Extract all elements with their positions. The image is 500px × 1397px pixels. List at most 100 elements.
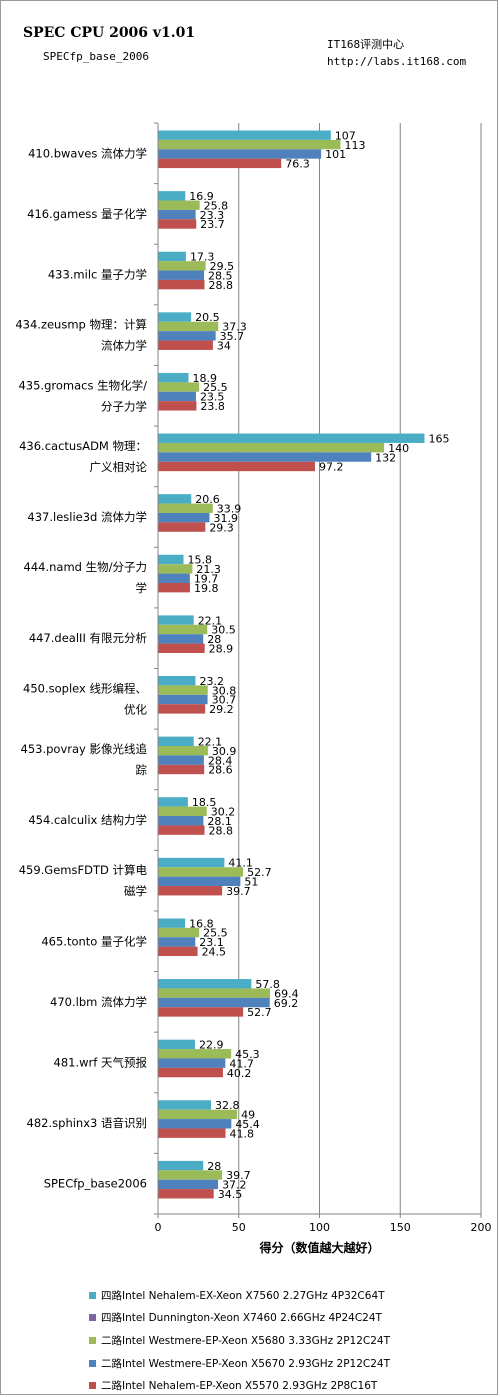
data-label: 28: [207, 1160, 221, 1173]
category-label: 优化: [124, 702, 147, 716]
data-label: 29.3: [209, 521, 234, 534]
category-label: 435.gromacs 生物化学/: [18, 378, 147, 392]
bar-1: [158, 979, 252, 989]
bar-1: [158, 191, 186, 201]
category-label: 433.milc 量子力学: [48, 268, 147, 282]
bar-4: [158, 876, 241, 887]
legend-swatch: [89, 1359, 96, 1367]
data-label: 21.3: [196, 563, 221, 576]
chart-subtitle: SPECfp_base_2006: [43, 50, 149, 63]
data-label: 97.2: [319, 461, 344, 474]
category-label: 450.soplex 线形编程、: [23, 681, 147, 695]
bar-4: [158, 997, 270, 1008]
data-label: 45.3: [235, 1048, 259, 1061]
data-label: 30.7: [212, 694, 237, 707]
bar-5: [158, 158, 282, 169]
data-label: 39.7: [226, 1169, 251, 1182]
category-label: 465.tonto 量子化学: [41, 934, 147, 948]
bar-3: [158, 200, 200, 210]
bar-1: [158, 1039, 195, 1050]
data-label: 132: [375, 451, 396, 464]
bar-3: [158, 927, 200, 938]
category-label: 分子力学: [101, 399, 147, 413]
data-label: 28.6: [208, 764, 233, 777]
bar-3: [158, 746, 208, 756]
category-label: 434.zeusmp 物理：计算: [15, 318, 147, 332]
category-label: 踪: [136, 763, 148, 777]
bar-5: [158, 1128, 226, 1138]
bar-1: [158, 1100, 211, 1110]
bar-4: [158, 694, 208, 705]
data-label: 51: [244, 876, 258, 889]
category-label: 447.dealII 有限元分析: [29, 631, 147, 645]
bar-3: [158, 685, 208, 695]
legend-label: 四路Intel Nehalem-EX-Xeon X7560 2.27GHz 4P…: [101, 1289, 385, 1302]
legend-swatch: [89, 1291, 96, 1299]
legend-item: 二路Intel Nehalem-EP-Xeon X5570 2.93GHz 2P…: [89, 1374, 390, 1397]
category-label: 流体力学: [101, 339, 147, 353]
bar-3: [158, 442, 385, 453]
bar-1: [158, 494, 192, 504]
data-label: 22.1: [198, 736, 223, 749]
x-tick-label: 100: [309, 1221, 330, 1234]
bar-4: [158, 937, 196, 947]
data-label: 20.6: [195, 493, 220, 506]
bar-4: [158, 816, 204, 826]
category-label: SPECfp_base2006: [44, 1177, 147, 1191]
data-label: 25.5: [203, 927, 228, 940]
bar-4: [158, 634, 204, 644]
data-label: 25.5: [203, 381, 228, 394]
x-tick-label: 150: [390, 1221, 411, 1234]
data-label: 23.2: [199, 675, 224, 688]
legend-item: 四路Intel Dunnington-Xeon X7460 2.66GHz 4P…: [89, 1307, 390, 1330]
bar-3: [158, 867, 244, 877]
data-label: 15.8: [188, 554, 213, 567]
data-label: 30.5: [211, 624, 236, 637]
data-label: 113: [344, 139, 365, 152]
legend-item: 二路Intel Westmere-EP-Xeon X5680 3.33GHz 2…: [89, 1329, 390, 1352]
data-label: 41.8: [230, 1127, 255, 1140]
data-label: 28.8: [209, 824, 234, 837]
bar-1: [158, 736, 194, 747]
data-label: 49: [241, 1109, 255, 1122]
data-label: 107: [335, 129, 356, 142]
bar-4: [158, 331, 216, 341]
data-label: 23.1: [199, 936, 224, 949]
category-label: 学: [136, 581, 148, 595]
data-label: 34: [217, 339, 231, 352]
x-tick-label: 50: [232, 1221, 246, 1234]
data-label: 16.9: [189, 190, 214, 203]
category-label: 444.namd 生物/分子力: [24, 560, 147, 574]
bar-1: [158, 372, 189, 383]
legend-label: 二路Intel Nehalem-EP-Xeon X5570 2.93GHz 2P…: [101, 1380, 378, 1393]
category-label: 454.calculix 结构力学: [28, 813, 147, 827]
data-label: 19.7: [194, 572, 219, 585]
category-label: 416.gamess 量子化学: [27, 207, 147, 221]
bar-5: [158, 219, 197, 229]
bar-1: [158, 1160, 204, 1171]
data-label: 29.5: [210, 260, 235, 273]
data-label: 25.8: [204, 199, 229, 212]
legend-label: 二路Intel Westmere-EP-Xeon X5680 3.33GHz 2…: [101, 1334, 391, 1347]
data-label: 45.4: [235, 1118, 259, 1131]
category-label: 437.leslie3d 流体力学: [27, 510, 147, 524]
bar-3: [158, 261, 206, 271]
data-label: 140: [388, 442, 409, 455]
bar-1: [158, 433, 425, 443]
data-label: 57.8: [255, 978, 279, 991]
bar-4: [158, 149, 322, 159]
bar-5: [158, 643, 205, 653]
brand-url: http://labs.it168.com: [327, 55, 467, 68]
bar-4: [158, 512, 210, 523]
bar-3: [158, 1109, 238, 1120]
category-label: 481.wrf 天气预报: [54, 1055, 148, 1069]
data-label: 23.3: [200, 209, 225, 222]
bar-5: [158, 522, 206, 532]
data-label: 52.7: [247, 1006, 272, 1019]
bar-3: [158, 806, 207, 817]
legend-item: 二路Intel Westmere-EP-Xeon X5670 2.93GHz 2…: [89, 1352, 390, 1375]
data-label: 101: [325, 148, 346, 161]
bar-3: [158, 564, 193, 574]
bar-3: [158, 1170, 223, 1180]
